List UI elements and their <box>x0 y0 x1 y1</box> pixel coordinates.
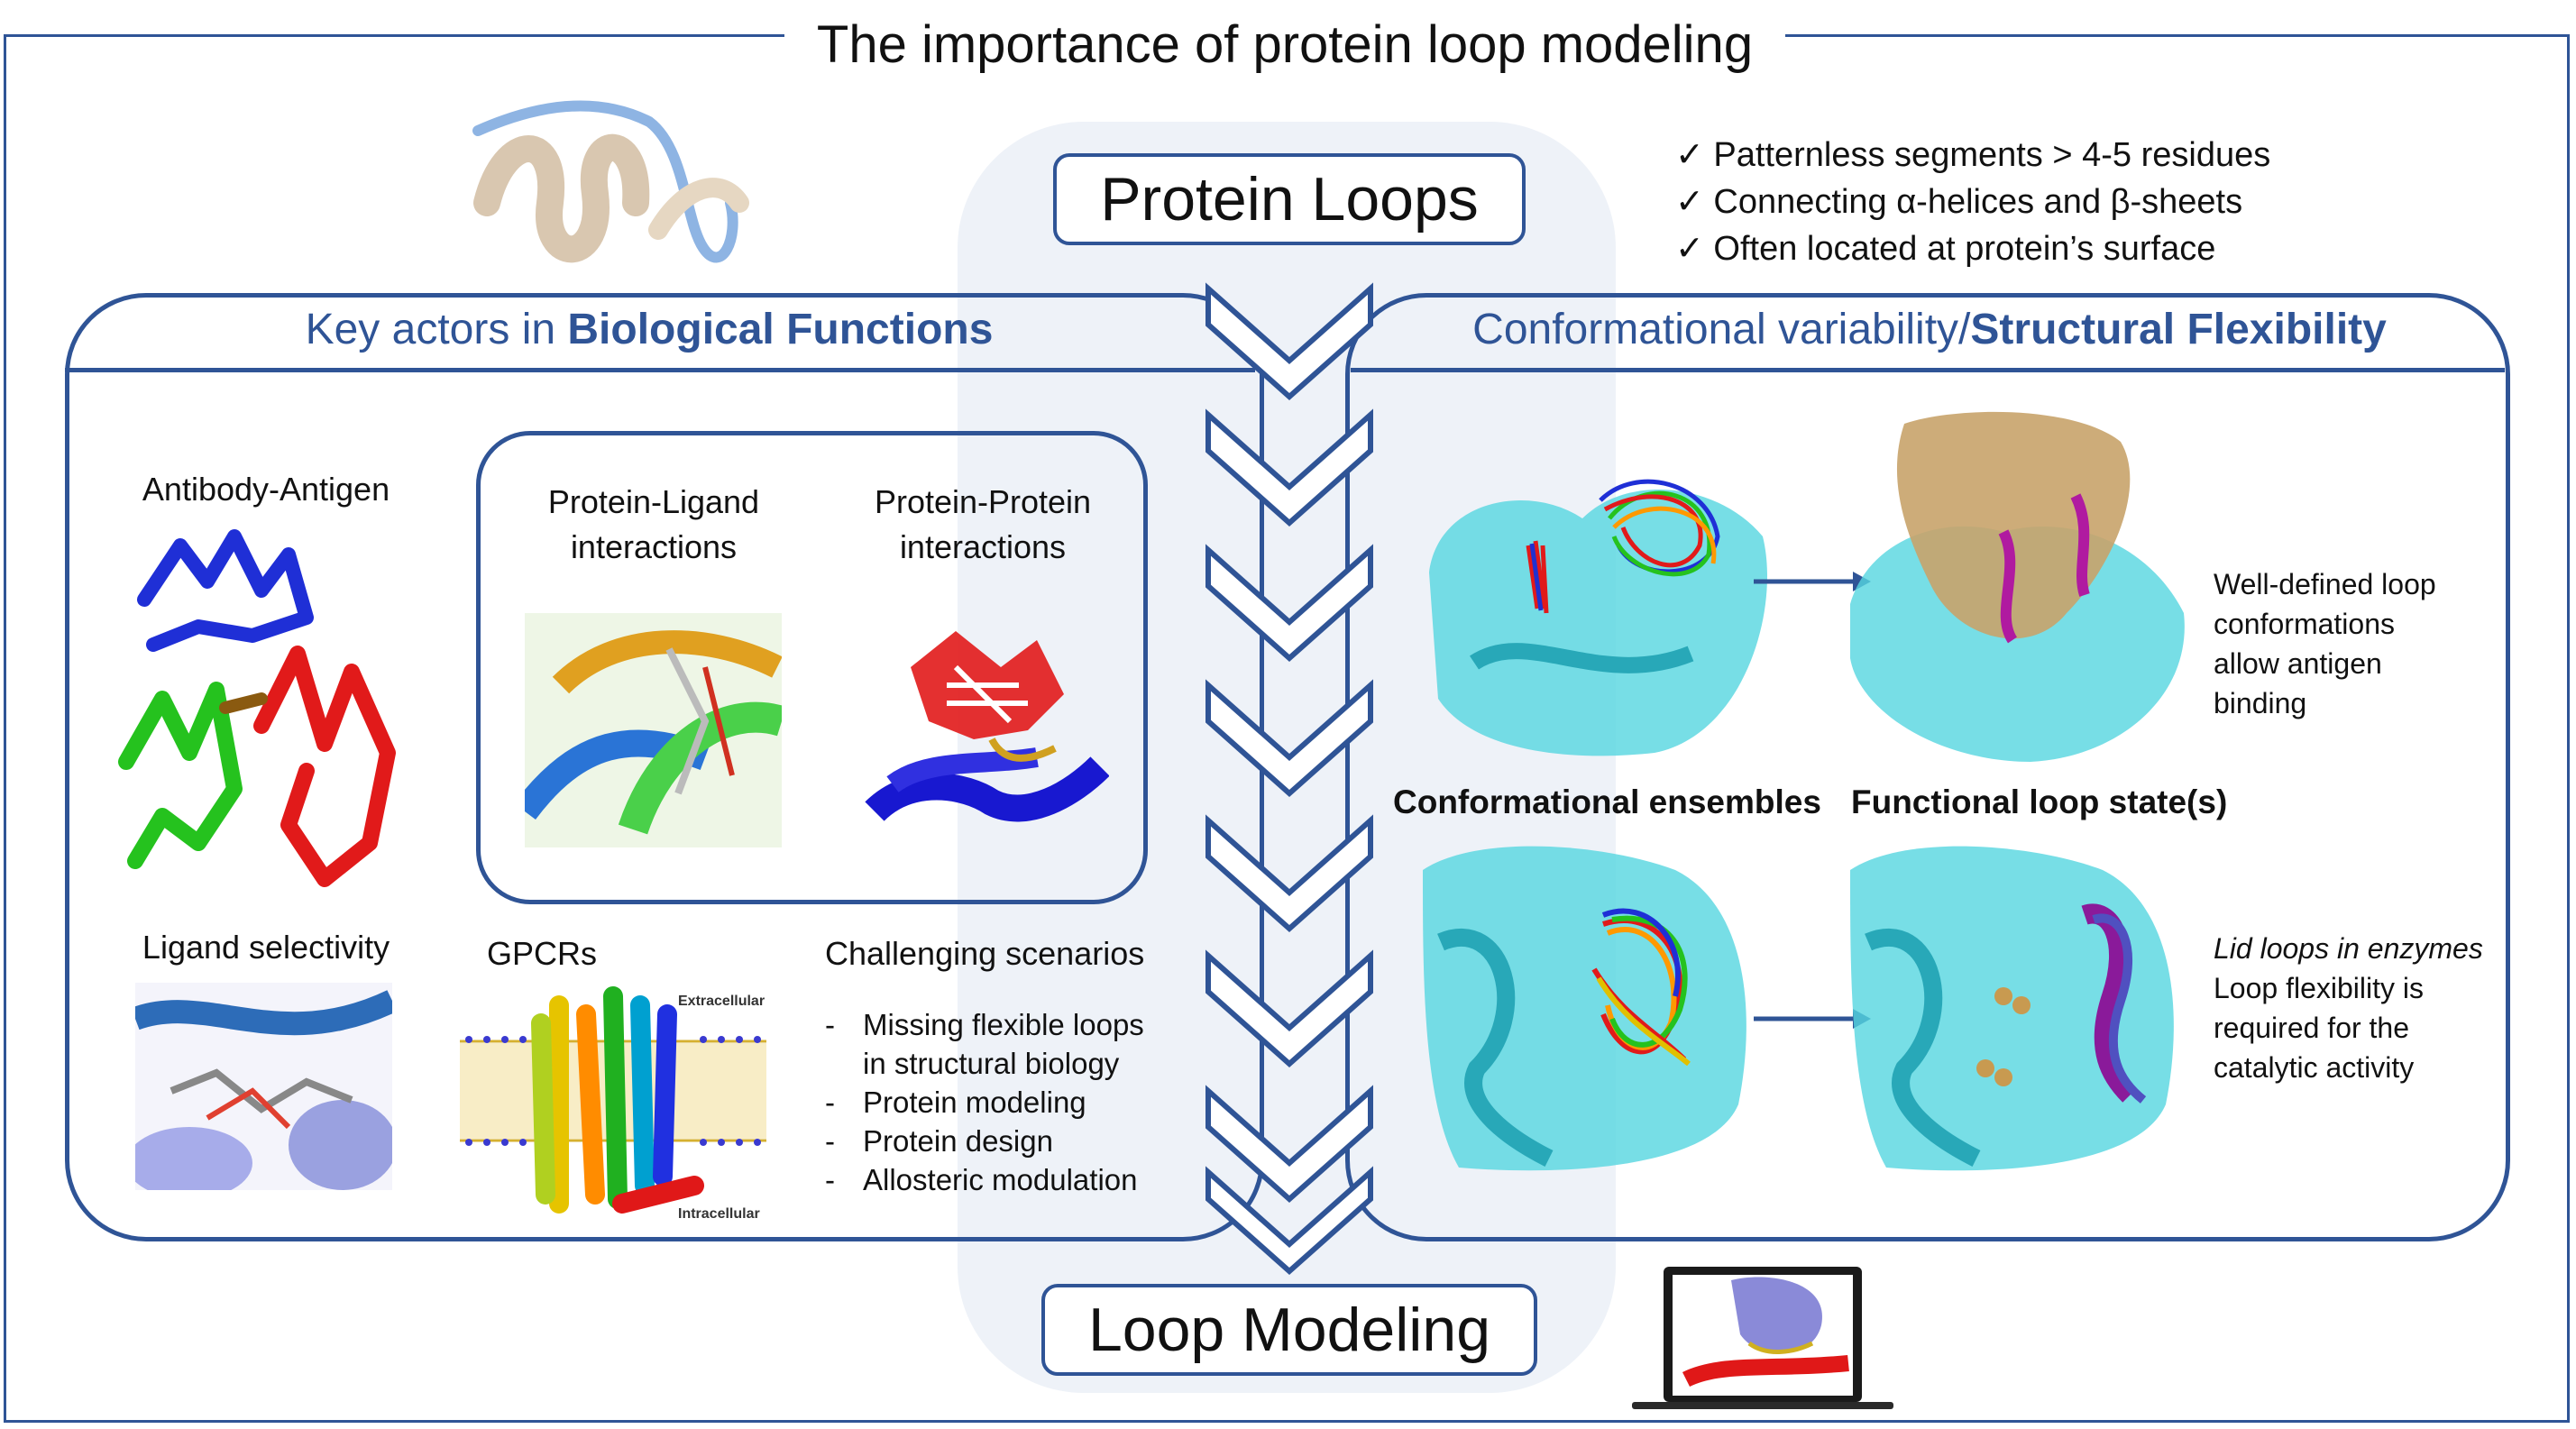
antibody-antigen-structure <box>118 529 396 887</box>
challenging-scenarios-list: - Missing flexible loops in structural bio… <box>825 1005 1204 1199</box>
gpcrs-label: GPCRs <box>487 935 598 972</box>
property-item: ✓ Patternless segments > 4-5 residues <box>1675 136 2271 174</box>
right-heading-bold: Structural Flexibility <box>1970 306 2387 353</box>
right-panel <box>1345 293 2510 1241</box>
scenario-item: - Allosteric modulation <box>825 1163 1138 1196</box>
chevron-8 <box>1205 1166 1373 1276</box>
antibody-bound-structure <box>1850 411 2185 762</box>
left-heading-plain: Key actors in <box>305 306 568 353</box>
left-panel-heading: Key actors in Biological Functions <box>153 303 1145 357</box>
loop-modeling-box: Loop Modeling <box>1041 1284 1537 1376</box>
scenario-item: - Missing flexible loops in structural bio… <box>825 1008 1144 1080</box>
lid-loop-note: Lid loops in enzymes Loop flexibility is… <box>2214 932 2483 1084</box>
antigen-binding-note: Well-defined loop conformations allow an… <box>2214 568 2436 719</box>
check-icon: ✓ <box>1675 230 1704 268</box>
ligand-selectivity-structure <box>135 983 392 1190</box>
laptop-icon <box>1632 1267 1893 1409</box>
loop-properties-list: ✓ Patternless segments > 4-5 residues ✓ … <box>1675 132 2270 272</box>
check-icon: ✓ <box>1675 136 1704 174</box>
chevron-4 <box>1205 679 1373 798</box>
challenging-scenarios-title: Challenging scenarios <box>825 935 1145 972</box>
ligand-selectivity-label: Ligand selectivity <box>142 929 390 966</box>
scenario-item: - Protein modeling <box>825 1085 1086 1119</box>
left-heading-divider <box>65 368 1255 372</box>
protein-ligand-label: Protein-Ligand interactions <box>547 483 760 565</box>
functional-loop-state-label: Functional loop state(s) <box>1851 783 2228 820</box>
chevron-6 <box>1205 949 1373 1068</box>
chevron-7 <box>1205 1085 1373 1204</box>
property-item: ✓ Connecting α-helices and β-sheets <box>1675 183 2243 221</box>
protein-protein-label: Protein-Protein interactions <box>874 483 1092 565</box>
property-item: ✓ Often located at protein’s surface <box>1675 230 2216 268</box>
loop-helix-illustration <box>472 100 749 263</box>
chevron-arrows <box>1205 282 1373 1276</box>
protein-loops-box: Protein Loops <box>1053 153 1526 245</box>
scenario-item: - Protein design <box>825 1124 1053 1158</box>
enzyme-ensemble-structure <box>1423 846 1746 1171</box>
intracellular-label: Intracellular <box>678 1206 760 1222</box>
interactions-box <box>476 431 1148 904</box>
chevron-1 <box>1205 282 1373 401</box>
antibody-ensemble-structure <box>1429 479 1767 756</box>
figure-title: The importance of protein loop modeling <box>816 15 1754 74</box>
chevron-2 <box>1205 408 1373 527</box>
check-icon: ✓ <box>1675 183 1704 221</box>
chevron-3 <box>1205 544 1373 663</box>
enzyme-lid-structure <box>1850 846 2174 1171</box>
right-panel-heading: Conformational variability/Structural Fl… <box>1389 303 2471 357</box>
protein-protein-structure <box>865 631 1109 822</box>
chevron-5 <box>1205 814 1373 933</box>
conformational-ensembles-label: Conformational ensembles <box>1393 783 1821 820</box>
extracellular-label: Extracellular <box>678 994 765 1009</box>
title-gap <box>784 18 1785 54</box>
antibody-antigen-label: Antibody-Antigen <box>142 471 390 508</box>
left-heading-bold: Biological Functions <box>567 306 994 353</box>
gpcr-structure <box>460 986 766 1214</box>
right-heading-plain: Conformational variability/ <box>1472 306 1971 353</box>
right-heading-divider <box>1351 368 2505 372</box>
protein-ligand-structure <box>525 613 782 847</box>
